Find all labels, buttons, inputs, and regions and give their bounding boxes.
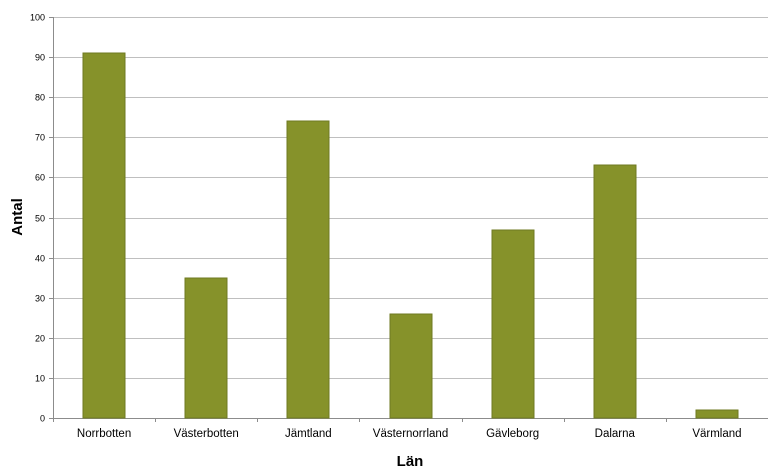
y-tick-label: 90 — [35, 53, 45, 63]
gridlines — [53, 17, 768, 379]
bar-västerbotten — [184, 277, 228, 419]
y-tick-label: 60 — [35, 173, 45, 183]
y-tick-label: 0 — [40, 414, 45, 424]
y-tick-label: 40 — [35, 254, 45, 264]
bar-värmland — [695, 409, 739, 419]
x-axis-title: Län — [397, 453, 424, 470]
y-tick-label: 80 — [35, 93, 45, 103]
bar-västernorrland — [389, 313, 433, 419]
axes — [49, 17, 768, 422]
y-tick-label: 20 — [35, 334, 45, 344]
x-tick-label: Västerbotten — [174, 428, 239, 440]
y-tick-label: 30 — [35, 294, 45, 304]
x-tick-label: Värmland — [692, 428, 741, 440]
y-tick-label: 50 — [35, 214, 45, 224]
bar-dalarna — [593, 164, 637, 419]
x-tick-label: Västernorrland — [373, 428, 448, 440]
x-tick-label: Norrbotten — [77, 428, 131, 440]
y-tick-label: 10 — [35, 374, 45, 384]
x-tick-labels: Norrbotten Västerbotten Jämtland Västernorr… — [77, 428, 742, 440]
bar-jämtland — [286, 120, 330, 419]
bar-norrbotten — [82, 52, 126, 419]
y-tick-label: 70 — [35, 133, 45, 143]
y-tick-label: 100 — [30, 13, 45, 23]
bar-gävleborg — [491, 229, 535, 419]
y-axis-title: Antal — [9, 198, 26, 236]
x-tick-label: Dalarna — [595, 428, 636, 440]
x-tick-label: Gävleborg — [486, 428, 539, 440]
y-tick-labels: 0 10 20 30 40 50 60 70 80 90 100 — [30, 13, 45, 424]
bars — [82, 52, 739, 419]
x-tick-label: Jämtland — [285, 428, 332, 440]
